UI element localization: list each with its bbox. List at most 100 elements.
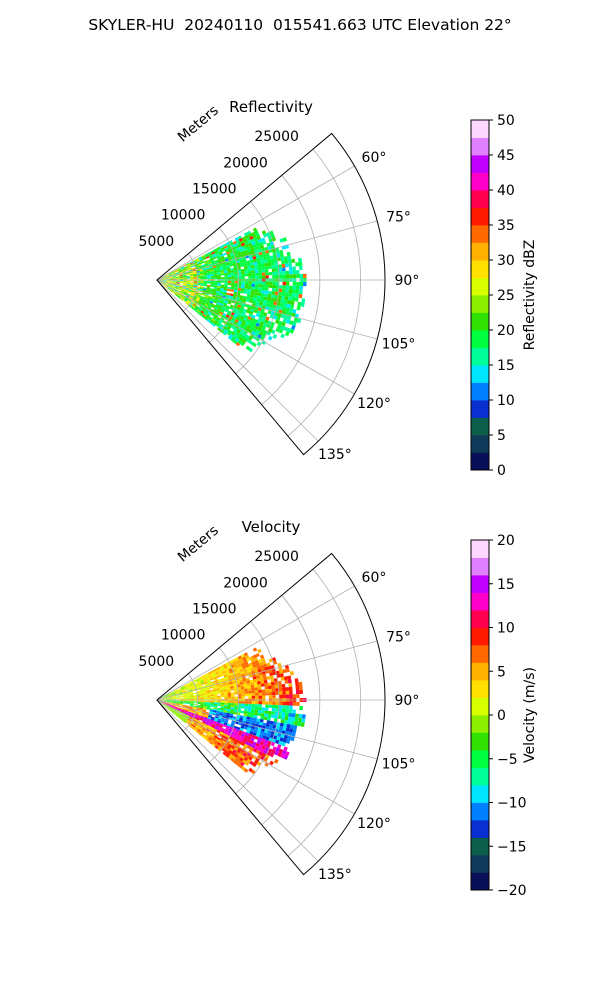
- colorbar-tick-label: 0: [497, 708, 506, 724]
- azimuth-spoke-75: [156, 640, 378, 701]
- colorbar-tick-label: 5: [497, 664, 506, 680]
- radial-tick-label: 5000: [139, 234, 175, 250]
- colorbar-swatch: [471, 242, 489, 261]
- colorbar-swatch: [471, 207, 489, 226]
- range-ring-20000: [261, 595, 321, 826]
- colorbar-swatch: [471, 435, 489, 453]
- colorbar-tick-label: 10: [497, 621, 515, 637]
- colorbar-swatch: [471, 330, 489, 348]
- radial-axis-label: Meters: [175, 523, 222, 566]
- angle-tick-label: 135°: [318, 447, 352, 463]
- azimuth-spoke-135: [156, 279, 319, 442]
- colorbar-swatch: [471, 225, 489, 243]
- azimuth-spoke-60: [156, 585, 355, 701]
- colorbar-tick-label: 0: [497, 463, 506, 479]
- angle-tick-label: 135°: [318, 867, 352, 883]
- colorbar-tick-label: 15: [497, 577, 515, 593]
- figure-suptitle: SKYLER-HU 20240110 015541.663 UTC Elevat…: [88, 16, 512, 34]
- colorbar-swatch: [471, 820, 489, 838]
- range-ring-10000: [209, 647, 239, 763]
- colorbar-swatch: [471, 190, 489, 208]
- azimuth-spoke-105: [156, 699, 378, 760]
- polar-grid: [156, 148, 385, 442]
- colorbar-swatch: [471, 785, 489, 803]
- colorbar-tick-label: 20: [497, 323, 515, 339]
- sector-frame: [156, 552, 386, 876]
- azimuth-spoke-120: [156, 279, 355, 395]
- colorbar-tick-label: 40: [497, 183, 515, 199]
- colorbar-swatch: [471, 715, 489, 733]
- colorbar-swatch: [471, 417, 489, 436]
- colorbar-swatch: [471, 592, 489, 611]
- angle-tick-label: 105°: [382, 337, 416, 353]
- colorbar-tick-label: −10: [497, 796, 527, 812]
- azimuth-spoke-120: [156, 699, 355, 815]
- colorbar-swatch: [471, 627, 489, 646]
- chart-title: Velocity: [242, 518, 301, 536]
- colorbar: 0 5 10 15 20 25 30 35 40 45 50 Reflectivity dBZ: [470, 113, 538, 479]
- colorbar-swatch: [471, 452, 489, 471]
- polar-grid: [156, 568, 385, 862]
- colorbar-tick-label: 30: [497, 253, 515, 269]
- colorbar-swatch: [471, 260, 489, 278]
- chart-panel-reflectivity: Reflectivity 5000 10000 15000 20000 25000 Mete…: [139, 98, 538, 479]
- range-ring-25000: [287, 148, 361, 437]
- angle-tick-label: 60°: [362, 150, 387, 166]
- range-ring-15000: [235, 621, 280, 794]
- colorbar-swatch: [471, 347, 489, 366]
- colorbar-tick-label: 5: [497, 428, 506, 444]
- colorbar-swatch: [471, 680, 489, 698]
- range-ring-25000: [287, 568, 361, 857]
- colorbar-swatch: [471, 645, 489, 663]
- colorbar-swatch: [471, 312, 489, 331]
- colorbar: −20 −15 −10 −5 0 5 10 15 20 Velocity (m/s): [470, 533, 538, 899]
- colorbar-swatch: [471, 540, 489, 558]
- angle-tick-label: 75°: [386, 209, 411, 225]
- radial-tick-label: 10000: [161, 208, 206, 224]
- colorbar-swatch: [471, 837, 489, 856]
- colorbar-tick-label: −5: [497, 752, 518, 768]
- colorbar-label: Velocity (m/s): [522, 667, 538, 763]
- range-ring-10000: [209, 227, 239, 343]
- azimuth-spoke-60: [156, 165, 355, 281]
- angle-tick-label: 90°: [395, 693, 420, 709]
- colorbar-swatch: [471, 872, 489, 891]
- radial-axis-label: Meters: [175, 103, 222, 146]
- colorbar-tick-label: 25: [497, 288, 515, 304]
- colorbar-swatch: [471, 697, 489, 716]
- angle-tick-label: 90°: [395, 273, 420, 289]
- chart-panel-velocity: Velocity 5000 10000 15000 20000 25000 Meters 60…: [139, 518, 538, 899]
- colorbar-swatch: [471, 557, 489, 576]
- colorbar-swatch: [471, 732, 489, 751]
- angle-tick-label: 120°: [357, 396, 391, 412]
- colorbar-swatch: [471, 137, 489, 156]
- colorbar-swatch: [471, 662, 489, 681]
- radial-tick-label: 15000: [192, 601, 237, 617]
- colorbar-tick-label: −20: [497, 883, 527, 899]
- colorbar-swatch: [471, 610, 489, 628]
- colorbar-tick-label: 20: [497, 533, 515, 549]
- chart-title: Reflectivity: [229, 98, 313, 116]
- colorbar-swatch: [471, 382, 489, 401]
- colorbar-swatch: [471, 155, 489, 173]
- radial-tick-label: 25000: [254, 549, 299, 565]
- radial-tick-label: 15000: [192, 181, 237, 197]
- colorbar-swatch: [471, 120, 489, 138]
- colorbar-swatch: [471, 172, 489, 191]
- colorbar-tick-label: 45: [497, 148, 515, 164]
- colorbar-swatch: [471, 767, 489, 786]
- colorbar-swatch: [471, 295, 489, 313]
- azimuth-spoke-75: [156, 220, 378, 281]
- colorbar-tick-label: 15: [497, 358, 515, 374]
- radar-data-field: [158, 647, 307, 775]
- azimuth-spoke-105: [156, 279, 378, 340]
- radial-tick-label: 20000: [223, 575, 268, 591]
- colorbar-swatch: [471, 575, 489, 593]
- azimuth-spoke-135: [156, 699, 319, 862]
- range-ring-20000: [261, 175, 321, 406]
- radial-tick-label: 20000: [223, 155, 268, 171]
- range-ring-15000: [235, 201, 280, 374]
- colorbar-swatch: [471, 277, 489, 296]
